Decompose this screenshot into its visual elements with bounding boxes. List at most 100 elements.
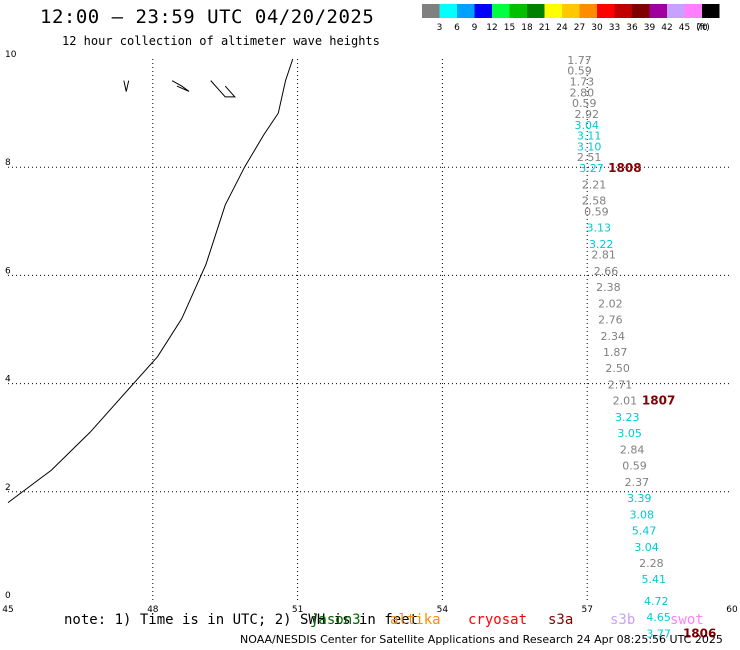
wave-height-label: 5.41: [642, 573, 667, 586]
legend-swatch-4: [492, 4, 510, 18]
legend-label-2: 9: [472, 23, 478, 33]
x-tick-label: 45: [2, 605, 13, 615]
legend-swatch-11: [614, 4, 632, 18]
legend-label-10: 33: [609, 23, 620, 33]
legend-swatch-3: [474, 4, 492, 18]
x-tick-label: 51: [292, 605, 303, 615]
legend-swatch-9: [579, 4, 597, 18]
legend-label-1: 6: [454, 23, 460, 33]
legend-label-11: 36: [626, 23, 638, 33]
legend-label-0: 3: [437, 23, 443, 33]
footer-note: note: 1) Time is in UTC; 2) SWH is in fe…: [64, 612, 419, 628]
wave-height-label: 3.77: [646, 627, 671, 640]
satellite-label-swot: swot: [670, 612, 704, 628]
legend-swatch-8: [562, 4, 580, 18]
legend-label-4: 15: [504, 23, 515, 33]
legend-label-15: 70: [696, 23, 708, 33]
legend-label-6: 21: [539, 23, 550, 33]
wave-height-label: 2.51: [577, 151, 602, 164]
legend-swatch-2: [457, 4, 475, 18]
satellite-label-cryosat: cryosat: [468, 612, 528, 628]
wave-height-label: 2.76: [598, 314, 623, 327]
wave-height-label: 3.13: [587, 222, 612, 235]
wave-height-label: 3.05: [617, 427, 642, 440]
wave-height-label: 4.65: [646, 611, 671, 624]
satellite-label-altika: altika: [390, 612, 441, 628]
wave-height-label: 5.47: [632, 525, 657, 538]
x-tick-label: 57: [581, 605, 592, 615]
satellite-label-s3a: s3a: [548, 612, 574, 628]
legend-label-8: 27: [574, 23, 585, 33]
wave-height-label: 2.50: [605, 362, 630, 375]
legend-label-3: 12: [486, 23, 497, 33]
legend-label-14: 45: [679, 23, 690, 33]
y-tick-label: 6: [5, 266, 11, 276]
x-tick-label: 48: [147, 605, 159, 615]
wave-height-label: 1.87: [603, 346, 628, 359]
wave-height-label: 2.81: [591, 249, 616, 262]
legend-label-9: 30: [591, 23, 603, 33]
wave-height-label: 0.59: [572, 97, 597, 110]
legend-label-13: 42: [661, 23, 672, 33]
island-outline: [171, 80, 190, 92]
wave-height-label: 3.11: [577, 130, 602, 143]
wave-height-label: 2.38: [596, 281, 621, 294]
y-tick-label: 8: [5, 158, 11, 168]
legend-label-5: 18: [521, 23, 533, 33]
buoy-id-label: 1807: [642, 394, 675, 408]
wave-height-label: 3.10: [577, 140, 602, 153]
wave-height-label: 2.66: [594, 265, 619, 278]
y-tick-label: 0: [5, 591, 11, 601]
y-tick-label: 10: [5, 50, 17, 60]
wave-height-label: 3.22: [589, 238, 614, 251]
wave-height-label: 0.59: [584, 205, 609, 218]
wave-height-label: 3.08: [629, 508, 654, 521]
wave-height-label: 0.59: [622, 460, 647, 473]
footer-credit: NOAA/NESDIS Center for Satellite Applica…: [240, 633, 723, 646]
wave-height-label: 3.27: [579, 162, 604, 175]
wave-height-label: 2.84: [620, 443, 645, 456]
wave-height-label: 4.72: [644, 595, 669, 608]
x-tick-label: 54: [437, 605, 449, 615]
wave-height-label: 2.02: [598, 297, 623, 310]
legend-label-12: 39: [644, 23, 656, 33]
wave-height-label: 2.80: [570, 86, 595, 99]
legend-swatch-10: [597, 4, 615, 18]
wave-height-label: 2.28: [639, 557, 664, 570]
satellite-label-s3b: s3b: [610, 612, 636, 628]
legend-swatch-16: [702, 4, 720, 18]
wave-height-label: 2.34: [601, 330, 626, 343]
legend-unit: (ft): [696, 23, 710, 33]
legend-swatch-6: [527, 4, 545, 18]
wave-height-label: 2.58: [582, 195, 607, 208]
wave-height-label: 2.92: [574, 108, 599, 121]
x-tick-label: 60: [726, 605, 738, 615]
legend-label-7: 24: [556, 23, 568, 33]
y-tick-label: 4: [5, 375, 11, 385]
page-subtitle: 12 hour collection of altimeter wave hei…: [62, 34, 380, 48]
legend-swatch-14: [667, 4, 685, 18]
wave-height-label: 0.59: [567, 65, 592, 78]
wave-height-label: 3.04: [634, 541, 659, 554]
wave-height-label: 7.04: [651, 649, 676, 650]
wave-height-label: 2.37: [625, 476, 650, 489]
color-scale-legend: 3 6 9 12 15 18 21 24 27 30 33 36 39 42 45 70(ft): [422, 4, 720, 33]
wave-height-label: 3.23: [615, 411, 640, 424]
legend-swatch-7: [544, 4, 562, 18]
island-outline: [210, 80, 236, 98]
legend-swatch-0: [422, 4, 440, 18]
buoy-id-label: 1806: [683, 626, 716, 640]
buoy-id-label: 1808: [608, 161, 641, 175]
wave-height-label: 3.04: [574, 119, 599, 132]
wave-height-label: 1.77: [567, 54, 592, 67]
coastline: [7, 58, 294, 504]
wave-height-label: 2.21: [582, 178, 607, 191]
island-outline: [123, 80, 130, 92]
legend-swatch-1: [439, 4, 457, 18]
wave-height-label: 2.01: [613, 395, 638, 408]
satellite-label-jason3: jason3: [310, 612, 361, 628]
page-title: 12:00 – 23:59 UTC 04/20/2025: [40, 6, 375, 28]
y-tick-label: 2: [5, 483, 11, 493]
wave-height-label: 2.71: [608, 378, 633, 391]
